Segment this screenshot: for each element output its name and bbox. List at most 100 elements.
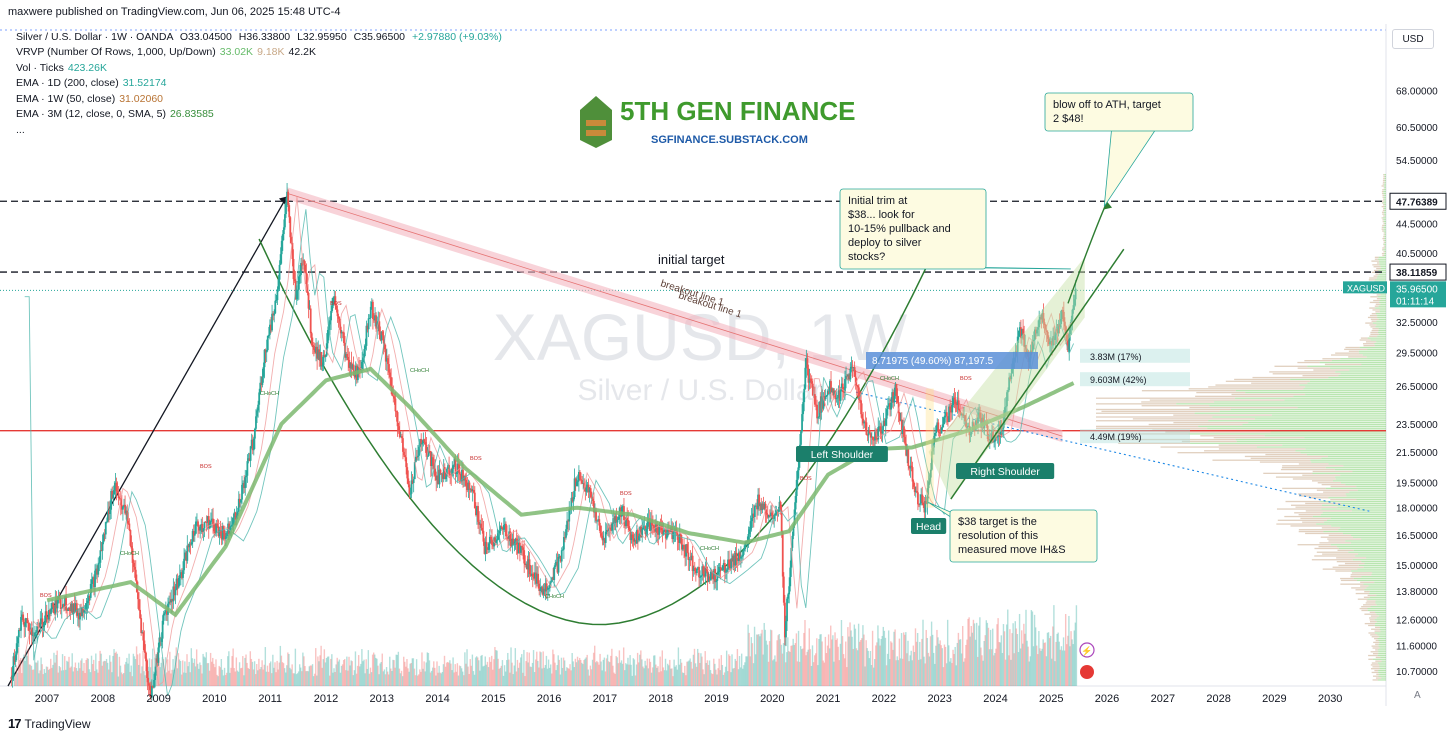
volume-bar [624,670,626,686]
currency-button[interactable]: USD [1392,29,1434,49]
volume-bar [705,662,707,686]
volume-bar [559,674,562,686]
vp-down-bar [1371,628,1380,630]
volume-bar [620,660,623,686]
candle-body [1040,316,1043,320]
vp-down-bar [1367,316,1378,319]
vp-up-bar [1378,615,1386,617]
candle-body [56,599,59,609]
vp-down-bar [1372,309,1380,311]
volume-bar [1010,659,1012,686]
vp-down-bar [1364,613,1377,615]
volume-bar [907,640,909,686]
volume-bar [786,652,788,686]
volume-bar [173,669,175,686]
vp-up-bar [1310,459,1386,461]
indicator-row[interactable]: EMA · 1D (200, close) 31.52174 [16,77,167,89]
candle-body [137,592,139,600]
candle-body [393,396,396,399]
auto-scale-button[interactable]: A [1414,690,1421,701]
volume-bar [1064,614,1067,686]
volume-bar [896,656,898,686]
volume-bar [313,673,316,686]
candle-body [914,490,917,493]
volume-bar [664,658,667,686]
candle-body [256,410,258,417]
candle-body [462,469,464,481]
volume-bar [586,654,588,686]
volume-bar [268,663,271,686]
candle-body [535,572,537,584]
volume-bar [420,671,422,686]
candle-body [595,510,597,521]
candle-body [334,296,337,306]
volume-bar [16,672,19,686]
volume-bar [222,675,225,686]
volume-bar [710,673,713,686]
candle-body [323,354,326,358]
x-tick-label: 2009 [146,693,170,705]
volume-bar [447,661,449,686]
volume-bar [442,664,445,686]
volume-bar [884,637,887,686]
vp-up-bar [1328,463,1386,465]
vp-up-bar [1361,363,1386,366]
indicator-row[interactable]: VRVP (Number Of Rows, 1,000, Up/Down) 33.… [16,46,316,58]
volume-bar [1067,635,1069,686]
vp-up-bar [1356,485,1386,488]
volume-bar [30,665,33,686]
volume-bar [963,661,965,686]
candle-body [249,446,252,461]
candle-body [424,442,427,445]
volume-bar [433,661,435,686]
indicator-row[interactable]: ... [16,124,25,136]
vp-down-bar [1355,589,1365,591]
y-tick-label: 68.00000 [1396,86,1438,97]
volume-bar [1048,638,1051,686]
candle-body [46,617,49,620]
volume-bar [979,617,981,686]
vp-up-bar [1319,361,1386,364]
vp-up-bar [1208,420,1386,422]
volume-bar [163,674,166,686]
vp-down-bar [1372,679,1378,681]
candle-body [785,621,787,638]
volume-bar [142,650,144,686]
vp-down-bar [1298,463,1329,465]
vp-up-bar [1293,395,1386,397]
x-tick-label: 2024 [983,693,1007,705]
indicator-row[interactable]: EMA · 1W (50, close) 31.02060 [16,93,163,105]
volume-bar [1017,652,1020,686]
volume-bar [836,638,838,686]
candle-body [408,484,411,495]
volume-bar [739,667,742,686]
candle-body [537,573,540,584]
candle-body [518,542,521,553]
vp-down-bar [1132,418,1256,420]
indicator-row[interactable]: Vol · Ticks 423.26K [16,62,107,74]
volume-bar [236,670,239,686]
volume-bar [118,656,121,686]
candle-body [471,489,474,492]
volume-bar [541,668,543,686]
x-tick-label: 2010 [202,693,226,705]
candle-body [939,432,942,434]
structure-tag: CHoCH [120,551,139,557]
volume-bar [123,672,125,686]
indicator-row[interactable]: EMA · 3M (12, close, 0, SMA, 5) 26.83585 [16,108,214,120]
candle-body [941,424,944,428]
volume-bar [443,655,446,686]
candle-body [182,570,184,578]
volume-bar [383,669,386,686]
candle-body [995,436,998,438]
vp-up-bar [1370,339,1386,341]
vp-down-bar [1382,221,1384,223]
volume-bar [215,659,217,686]
volume-bar [79,668,81,686]
vp-down-bar [1096,425,1199,428]
candle-body [742,550,744,557]
high-value: H36.33800 [238,31,291,43]
candle-body [998,428,1001,437]
volume-bar [523,649,525,686]
candle-body [520,546,522,553]
